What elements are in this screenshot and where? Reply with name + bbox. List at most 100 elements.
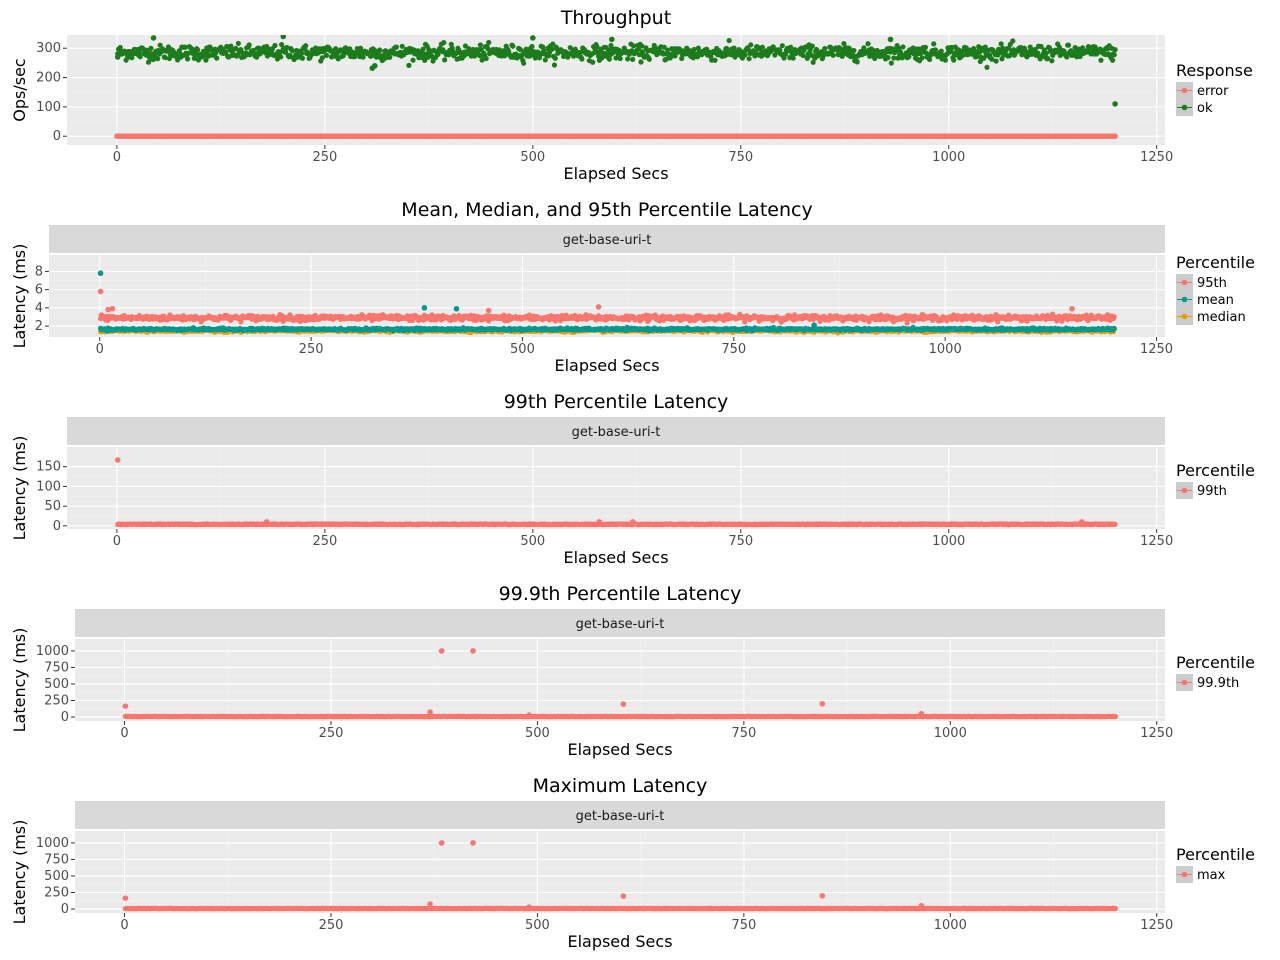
data-point (851, 47, 857, 54)
data-point (278, 54, 284, 60)
x-tick-label: 250 (312, 150, 337, 165)
data-point (638, 59, 644, 65)
data-point-highlight (114, 54, 121, 60)
y-tick-label: 6 (35, 283, 43, 298)
data-point-highlight (696, 133, 702, 139)
plot-panel (49, 255, 1165, 337)
data-point (551, 62, 558, 68)
data-point (625, 56, 631, 62)
legend-title: Response (1176, 61, 1253, 80)
data-point (617, 55, 623, 62)
y-tick-label: 300 (36, 41, 61, 56)
data-point (323, 52, 330, 58)
data-point (1098, 57, 1104, 63)
x-tick-label: 1000 (932, 150, 965, 165)
x-tick-label: 750 (721, 342, 746, 357)
data-point (441, 40, 447, 46)
data-point (542, 57, 548, 63)
data-point (809, 43, 815, 49)
data-point (486, 39, 492, 46)
data-point (919, 55, 925, 61)
y-tick-label: 200 (36, 71, 61, 86)
data-point (410, 57, 416, 63)
data-point (510, 43, 516, 49)
x-tick-label: 1000 (929, 342, 962, 357)
data-point (746, 56, 752, 62)
legend-label-error: error (1197, 84, 1229, 99)
y-tick-label: 100 (36, 100, 61, 115)
data-point (993, 58, 999, 64)
chart-panel-1: Mean, Median, and 95th Percentile Latenc… (10, 199, 1255, 375)
x-axis-title: Elapsed Secs (554, 356, 659, 375)
data-point (1111, 52, 1117, 58)
data-point-highlight (97, 288, 104, 295)
data-point (483, 55, 489, 62)
data-point (272, 42, 278, 49)
data-point-highlight (1112, 101, 1118, 107)
x-axis-title: Elapsed Secs (563, 164, 668, 183)
data-point (1112, 47, 1118, 53)
data-point (646, 56, 652, 62)
data-point (904, 320, 910, 326)
x-tick-label: 250 (299, 342, 324, 357)
data-point-highlight (114, 133, 120, 139)
chart-title: Mean, Median, and 95th Percentile Latenc… (401, 199, 812, 221)
chart-title: Throughput (560, 7, 671, 29)
data-point-highlight (862, 133, 869, 139)
x-tick-label: 500 (520, 150, 545, 165)
data-point (830, 52, 836, 58)
data-point-highlight (1029, 133, 1035, 139)
data-point (552, 55, 558, 61)
data-point (377, 47, 383, 53)
data-point-highlight (1112, 133, 1118, 139)
x-tick-label: 1250 (1140, 150, 1173, 165)
data-point-highlight (1069, 305, 1075, 312)
data-point-highlight (98, 312, 105, 318)
data-point (590, 59, 596, 65)
data-point (865, 41, 871, 47)
data-point-highlight (280, 133, 287, 139)
data-point (360, 54, 366, 60)
y-tick-label: 4 (35, 301, 43, 316)
data-point (299, 55, 306, 61)
data-point-highlight (530, 35, 536, 41)
data-point (406, 62, 412, 68)
data-point (922, 44, 929, 50)
y-axis-title: Ops/sec (10, 58, 29, 121)
data-point (885, 54, 891, 61)
data-point-highlight (446, 133, 453, 139)
data-point (726, 37, 732, 44)
chart-panel-0: Throughput 0 250 500 750 1000 1250 0 100 200 300 El… (10, 7, 1253, 183)
data-point (148, 45, 154, 51)
data-point (854, 59, 860, 65)
data-point (521, 60, 527, 66)
data-point-highlight (779, 133, 786, 139)
data-point (790, 55, 796, 61)
x-tick-label: 0 (113, 150, 121, 165)
data-point (477, 42, 484, 48)
data-point (298, 50, 305, 57)
data-point-highlight (887, 36, 894, 43)
legend-label-ok: ok (1197, 101, 1213, 116)
data-point-highlight (371, 63, 378, 69)
data-point (998, 41, 1004, 47)
data-point-highlight (197, 133, 203, 139)
y-axis-title: Latency (ms) (10, 244, 29, 349)
data-point (900, 44, 906, 50)
y-tick-label: 0 (53, 129, 61, 144)
data-point-highlight (613, 133, 619, 139)
data-point (630, 56, 636, 62)
data-point-highlight (280, 35, 287, 40)
data-point (303, 43, 309, 49)
x-tick-label: 750 (728, 150, 753, 165)
legend-key-point (1181, 87, 1188, 94)
data-point (579, 56, 585, 62)
data-point (137, 54, 143, 60)
data-point (155, 56, 161, 62)
data-point-highlight (609, 36, 615, 43)
data-point (1065, 42, 1072, 48)
legend-key-point (1181, 104, 1188, 111)
data-point (888, 60, 894, 66)
data-point (742, 52, 748, 58)
